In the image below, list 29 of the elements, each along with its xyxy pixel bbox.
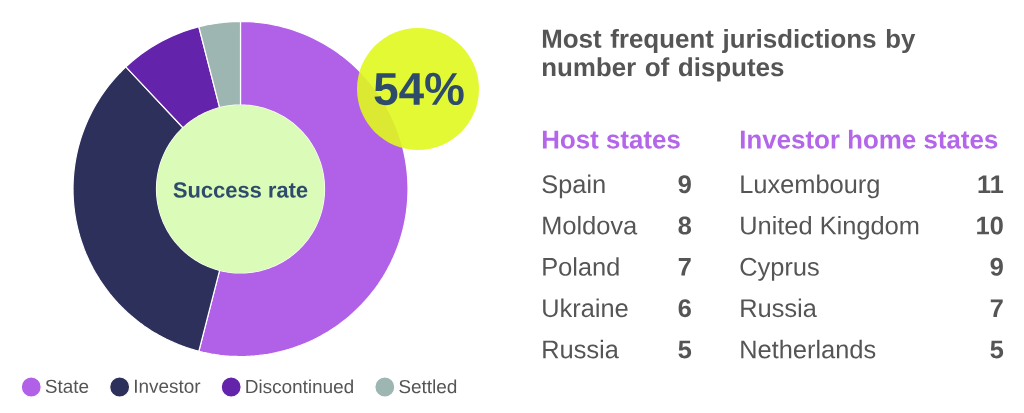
legend-label: Discontinued — [246, 379, 353, 394]
category-label: Cyprus — [740, 257, 819, 281]
data-label: 11 — [978, 175, 1004, 193]
data-label: 8 — [678, 216, 692, 235]
category-label: United Kingdom — [741, 215, 919, 240]
data-label: 9 — [678, 175, 691, 194]
data-label: 9 — [990, 257, 1003, 276]
category-label: Moldova — [543, 215, 638, 235]
legend-label: State — [45, 379, 89, 394]
data-label: 7 — [990, 299, 1003, 317]
category-label: Poland — [543, 257, 619, 276]
legend-label: Settled — [399, 379, 457, 394]
category-label: Russia — [741, 298, 817, 318]
category-label: Luxembourg — [741, 174, 879, 199]
data-label: 5 — [990, 340, 1004, 359]
text: Most frequent jurisdictions by number of disputes — [542, 28, 916, 82]
category-label: Netherlands — [741, 339, 876, 359]
text: Success rate — [173, 182, 308, 198]
data-label: 7 — [678, 258, 691, 276]
text: Host states — [542, 130, 680, 149]
text: 54% — [374, 72, 464, 106]
data-label: 10 — [977, 216, 1003, 235]
category-label: Ukraine — [543, 298, 628, 318]
category-label: Russia — [543, 339, 619, 359]
data-label: 5 — [678, 340, 692, 359]
text: Investor home states — [740, 129, 998, 149]
legend-label: Investor — [135, 379, 201, 393]
data-label: 6 — [678, 299, 691, 318]
category-label: Spain — [542, 174, 605, 199]
